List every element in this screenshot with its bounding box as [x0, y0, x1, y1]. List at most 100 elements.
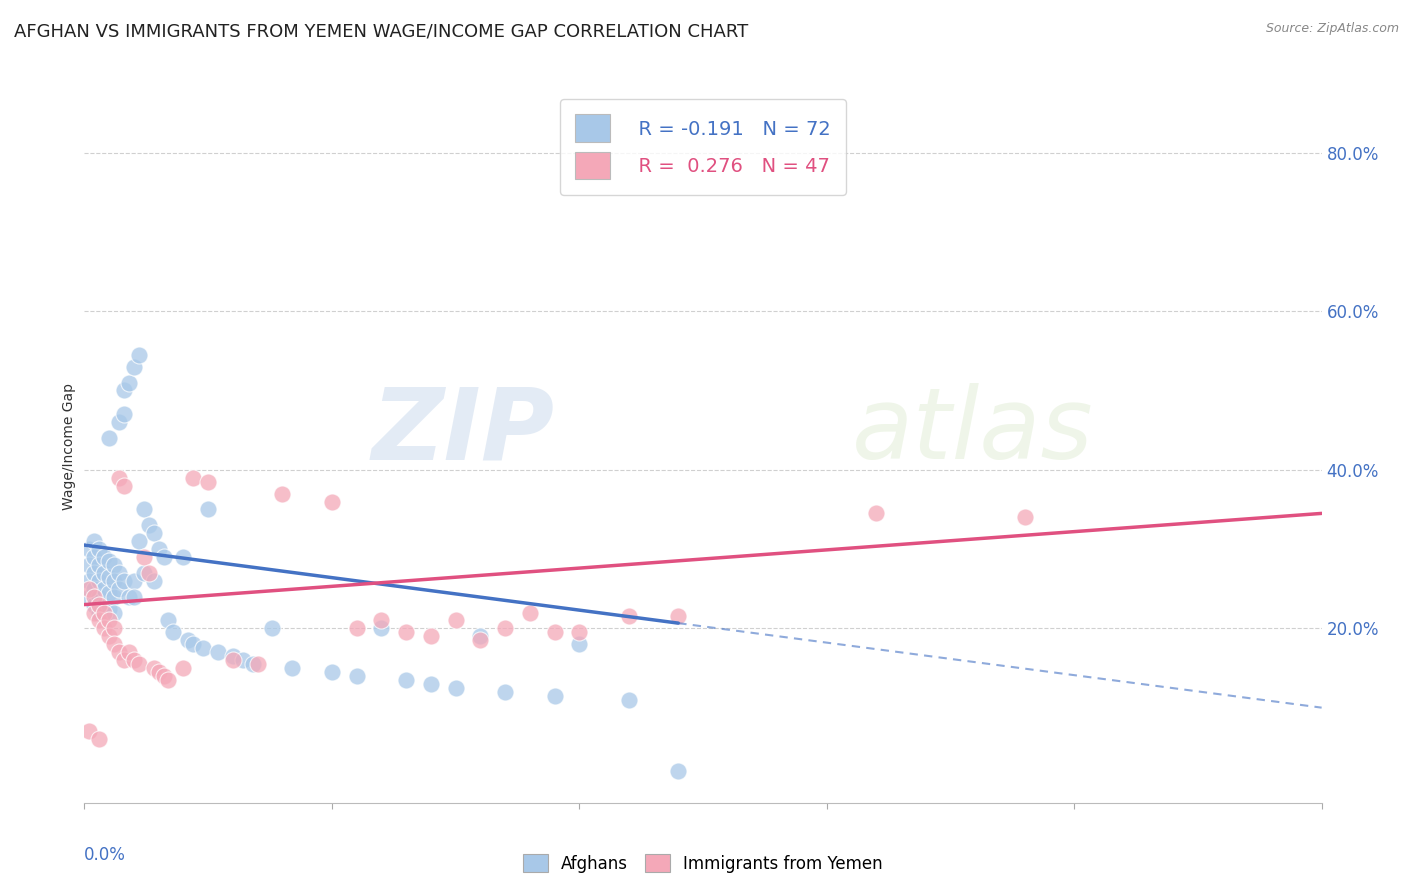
Point — [83, 534, 105, 549]
Point — [543, 689, 565, 703]
Point — [89, 606, 111, 620]
Point — [865, 507, 887, 521]
Point — [395, 673, 418, 687]
Point — [1014, 510, 1036, 524]
Point — [112, 384, 135, 398]
Legend:   R = -0.191   N = 72,   R =  0.276   N = 47: R = -0.191 N = 72, R = 0.276 N = 47 — [560, 99, 846, 194]
Point — [108, 645, 131, 659]
Point — [118, 376, 141, 390]
Point — [162, 625, 184, 640]
Point — [370, 614, 392, 628]
Point — [93, 598, 115, 612]
Point — [321, 494, 343, 508]
Y-axis label: Wage/Income Gap: Wage/Income Gap — [62, 383, 76, 509]
Point — [79, 574, 101, 588]
Point — [83, 598, 105, 612]
Point — [103, 558, 125, 572]
Point — [271, 486, 294, 500]
Point — [191, 641, 214, 656]
Point — [617, 609, 640, 624]
Point — [98, 431, 121, 445]
Point — [519, 606, 541, 620]
Point — [242, 657, 264, 671]
Point — [148, 542, 170, 557]
Point — [83, 549, 105, 564]
Point — [543, 625, 565, 640]
Point — [118, 590, 141, 604]
Point — [617, 692, 640, 706]
Point — [222, 653, 245, 667]
Legend: Afghans, Immigrants from Yemen: Afghans, Immigrants from Yemen — [516, 847, 890, 880]
Point — [197, 475, 219, 489]
Point — [370, 621, 392, 635]
Point — [281, 661, 304, 675]
Point — [79, 590, 101, 604]
Point — [98, 585, 121, 599]
Point — [395, 625, 418, 640]
Point — [181, 471, 204, 485]
Point — [103, 574, 125, 588]
Point — [89, 574, 111, 588]
Point — [222, 649, 245, 664]
Text: 0.0%: 0.0% — [84, 846, 127, 863]
Point — [419, 629, 441, 643]
Point — [108, 566, 131, 580]
Point — [568, 625, 591, 640]
Point — [494, 621, 516, 635]
Point — [346, 621, 368, 635]
Point — [321, 665, 343, 679]
Point — [157, 673, 180, 687]
Point — [89, 542, 111, 557]
Point — [93, 549, 115, 564]
Point — [89, 558, 111, 572]
Point — [112, 478, 135, 492]
Point — [157, 614, 180, 628]
Point — [419, 677, 441, 691]
Point — [108, 415, 131, 429]
Point — [181, 637, 204, 651]
Point — [172, 661, 194, 675]
Point — [346, 669, 368, 683]
Point — [128, 534, 150, 549]
Point — [83, 590, 105, 604]
Point — [132, 566, 155, 580]
Text: ZIP: ZIP — [371, 384, 554, 480]
Point — [172, 549, 194, 564]
Point — [568, 637, 591, 651]
Point — [128, 348, 150, 362]
Point — [177, 633, 200, 648]
Point — [118, 645, 141, 659]
Point — [89, 614, 111, 628]
Point — [93, 582, 115, 596]
Point — [79, 542, 101, 557]
Point — [232, 653, 254, 667]
Point — [142, 526, 165, 541]
Point — [83, 606, 105, 620]
Point — [470, 633, 492, 648]
Point — [197, 502, 219, 516]
Point — [122, 590, 145, 604]
Point — [132, 549, 155, 564]
Point — [122, 653, 145, 667]
Point — [666, 609, 689, 624]
Point — [93, 621, 115, 635]
Point — [103, 621, 125, 635]
Point — [83, 582, 105, 596]
Point — [79, 724, 101, 739]
Point — [122, 359, 145, 374]
Point — [103, 590, 125, 604]
Point — [98, 554, 121, 568]
Point — [98, 601, 121, 615]
Text: Source: ZipAtlas.com: Source: ZipAtlas.com — [1265, 22, 1399, 36]
Text: atlas: atlas — [852, 384, 1092, 480]
Point — [142, 661, 165, 675]
Point — [470, 629, 492, 643]
Point — [494, 685, 516, 699]
Point — [108, 471, 131, 485]
Point — [98, 629, 121, 643]
Point — [152, 549, 174, 564]
Point — [112, 653, 135, 667]
Point — [444, 681, 467, 695]
Point — [128, 657, 150, 671]
Point — [666, 764, 689, 778]
